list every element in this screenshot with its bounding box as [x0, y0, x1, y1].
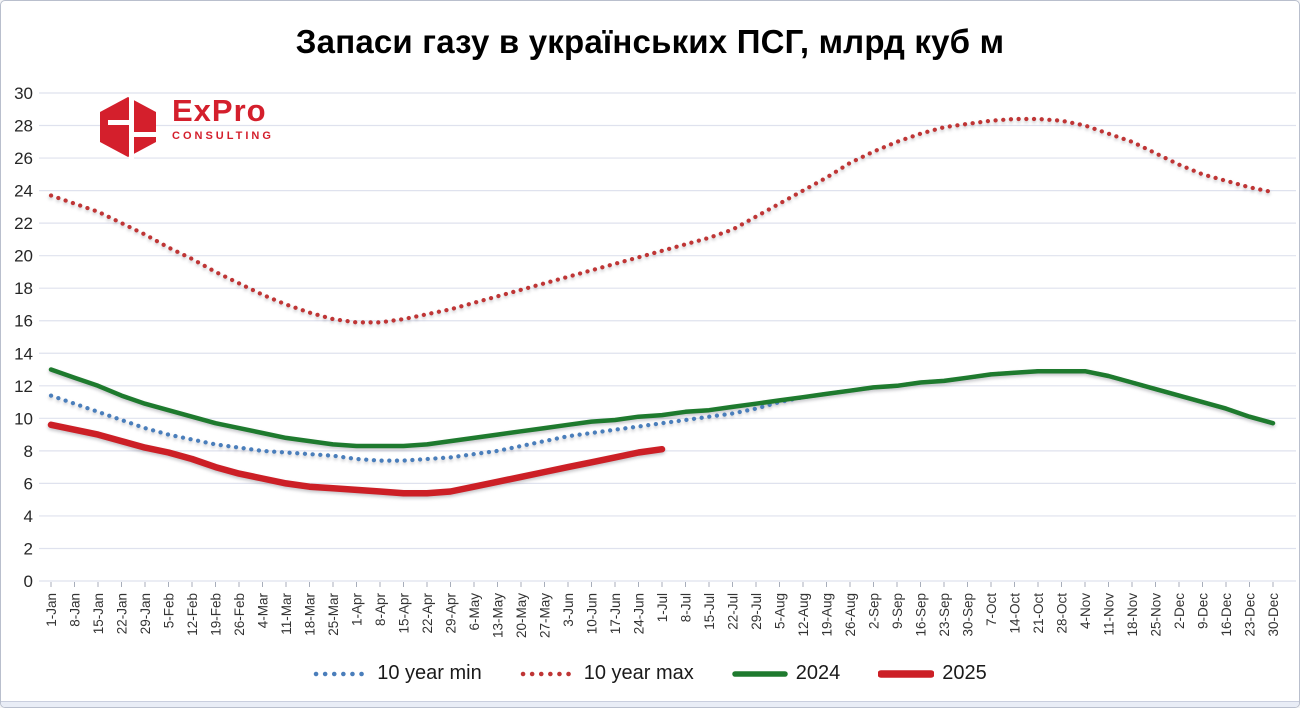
legend-item-10-year-min: 10 year min	[313, 662, 482, 685]
y-axis-label: 16	[14, 312, 33, 331]
series-line-2025	[47, 421, 666, 497]
x-axis-label: 6-May	[467, 593, 482, 631]
x-axis-label: 2-Dec	[1172, 593, 1187, 629]
x-axis-label: 19-Aug	[820, 593, 835, 637]
y-axis-label: 20	[14, 247, 33, 266]
x-axis-label: 3-Jun	[561, 593, 576, 627]
x-axis-label: 26-Aug	[843, 593, 858, 637]
x-axis-label: 11-Mar	[279, 593, 294, 635]
x-axis-label: 24-Jun	[632, 593, 647, 634]
x-axis-label: 16-Sep	[914, 593, 929, 637]
x-axis-label: 19-Feb	[209, 593, 224, 636]
x-axis-label: 12-Aug	[796, 593, 811, 637]
x-axis-label: 16-Dec	[1219, 593, 1234, 637]
x-axis-label: 21-Oct	[1031, 593, 1046, 634]
y-axis-label: 4	[24, 507, 33, 526]
expro-logo-icon	[100, 96, 158, 160]
legend-item-2024: 2024	[732, 662, 841, 685]
x-axis-label: 8-Jul	[679, 593, 694, 622]
y-axis-label: 28	[14, 117, 33, 136]
expro-brand-name: ExPro	[172, 93, 267, 128]
x-axis-label: 4-Mar	[256, 593, 271, 629]
x-axis-label: 5-Aug	[773, 593, 788, 629]
x-axis-label: 14-Oct	[1008, 593, 1023, 634]
x-axis-label: 1-Jul	[655, 593, 670, 622]
y-axis-label: 18	[14, 279, 33, 298]
legend-marker	[313, 671, 369, 676]
legend-item-2025: 2025	[878, 662, 987, 685]
x-axis-label: 30-Sep	[961, 593, 976, 637]
x-axis-label: 29-Jul	[749, 593, 764, 630]
x-axis-label: 4-Nov	[1078, 593, 1093, 629]
x-axis-label: 9-Dec	[1196, 593, 1211, 629]
x-axis-label: 7-Oct	[984, 593, 999, 626]
series-group	[47, 116, 1276, 497]
x-axis-label: 13-May	[491, 593, 506, 638]
x-axis-label: 1-Jan	[44, 593, 59, 627]
y-axis-label: 14	[14, 344, 33, 363]
y-axis-label: 26	[14, 149, 33, 168]
x-axis-label: 28-Oct	[1055, 593, 1070, 634]
x-axis-label: 15-Apr	[397, 593, 412, 634]
y-axis-label: 22	[14, 214, 33, 233]
expro-logo: ExPro CONSULTING	[96, 93, 274, 160]
x-axis-label: 30-Dec	[1266, 593, 1281, 637]
legend-label: 10 year min	[377, 662, 482, 684]
x-axis-label: 9-Sep	[890, 593, 905, 629]
plot-area: 0 2 4 6 8 10 12 14 16 18 20 22 24 26 28 30 1-Jan 8-Jan 15-…	[1, 1, 1299, 658]
x-axis-label: 1-Apr	[350, 592, 365, 626]
legend-item-10-year-max: 10 year max	[520, 662, 694, 685]
x-axis-label: 29-Apr	[444, 593, 459, 634]
legend-label: 2025	[942, 662, 987, 684]
chart-legend: 10 year min 10 year max 2024 2025	[1, 662, 1299, 685]
window-bottom-edge	[1, 701, 1299, 707]
x-axis-label: 15-Jul	[702, 593, 717, 630]
y-axis-label: 30	[14, 84, 33, 103]
x-axis-label: 25-Nov	[1149, 593, 1164, 637]
x-axis-label: 27-May	[538, 593, 553, 638]
x-axis-label: 22-Jul	[726, 593, 741, 630]
legend-marker	[732, 670, 788, 677]
x-axis-label: 29-Jan	[138, 593, 153, 634]
x-axis-label: 22-Jan	[115, 593, 130, 634]
x-axis-label: 11-Nov	[1102, 593, 1117, 636]
expro-logo-text: ExPro CONSULTING	[172, 93, 274, 142]
y-axis-label: 24	[14, 182, 33, 201]
x-axis-label: 15-Jan	[91, 593, 106, 634]
chart-title: Запаси газу в українських ПСГ, млрд куб …	[295, 23, 1005, 60]
x-axis-label: 23-Sep	[937, 593, 952, 637]
x-axis-label: 12-Feb	[185, 593, 200, 636]
x-axis-label: 23-Dec	[1243, 593, 1258, 637]
y-axis-label: 2	[24, 539, 33, 558]
series-line-10-year-max	[48, 116, 1276, 325]
x-axis-label: 18-Nov	[1125, 593, 1140, 637]
legend-marker	[520, 671, 575, 676]
y-axis-label: 8	[24, 442, 33, 461]
x-axis-label: 8-Jan	[68, 593, 83, 627]
x-axis-label: 20-May	[514, 593, 529, 638]
x-axis-label: 26-Feb	[232, 593, 247, 636]
legend-marker	[878, 669, 935, 678]
x-axis-label: 5-Feb	[162, 593, 177, 628]
x-axis-label: 17-Jun	[608, 593, 623, 634]
x-axis-label: 2-Sep	[867, 593, 882, 629]
series-line-2024	[48, 367, 1276, 449]
y-axis-label: 12	[14, 377, 33, 396]
x-axis-label: 25-Mar	[326, 593, 341, 636]
y-axis-label: 0	[24, 572, 33, 591]
legend-label: 2024	[795, 662, 841, 684]
y-axis-label: 10	[14, 409, 33, 428]
x-axis-label: 8-Apr	[373, 592, 388, 626]
x-axis-label: 10-Jun	[585, 593, 600, 634]
y-axis-label: 6	[24, 474, 33, 493]
legend-label: 10 year max	[583, 662, 694, 684]
x-axis-label: 18-Mar	[303, 593, 318, 636]
x-axis-label: 22-Apr	[420, 593, 435, 634]
expro-brand-subtitle: CONSULTING	[172, 130, 274, 142]
